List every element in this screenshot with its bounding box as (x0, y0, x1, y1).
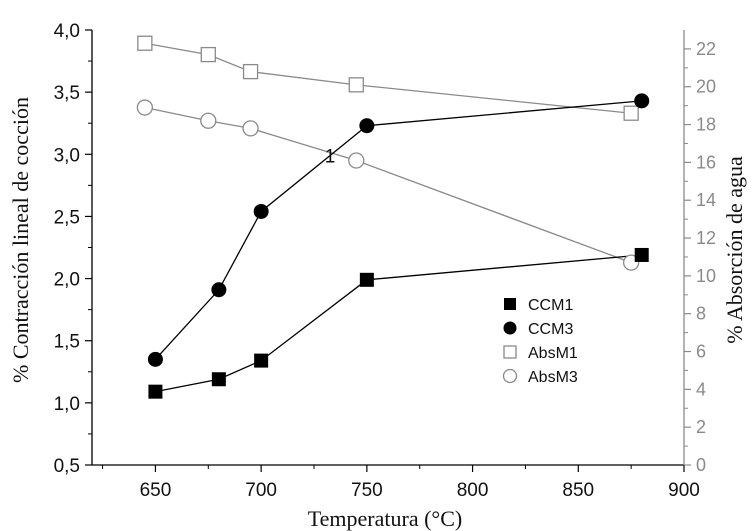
legend-label-ccm3: CCM3 (528, 321, 573, 338)
x-tick-label: 750 (351, 480, 383, 501)
data-point-absm1 (242, 63, 259, 80)
data-point-absm3 (200, 112, 217, 129)
y-left-tick-label: 2,5 (54, 207, 80, 228)
legend: CCM1 CCM3 AbsM1 AbsM3 (502, 297, 578, 386)
data-point-absm3 (242, 120, 259, 137)
data-point-ccm1 (254, 353, 269, 368)
data-point-absm3 (348, 152, 365, 169)
y-right-tick-label: 4 (696, 379, 706, 399)
data-point-ccm3 (211, 282, 227, 298)
y-left-tick-label: 1,0 (54, 394, 80, 415)
legend-marker-ccm3 (503, 321, 517, 335)
x-tick-label: 900 (668, 480, 700, 501)
y-left-tick-label: 2,0 (54, 270, 80, 291)
y-left-tick-label: 3,0 (54, 145, 80, 166)
series-layer (136, 35, 650, 399)
y-right-tick-label: 8 (696, 304, 706, 324)
x-axis: 650 700 750 800 850 900 (102, 465, 700, 501)
y-axis-left-title: % Contracción lineal de cocción (8, 97, 33, 383)
y-right-tick-label: 16 (696, 152, 716, 172)
x-tick-label: 700 (245, 480, 277, 501)
data-point-ccm3 (253, 203, 269, 219)
data-point-absm1 (623, 105, 639, 121)
y-left-tick-label: 0,5 (54, 456, 80, 477)
plot-frame (91, 30, 685, 466)
y-left-tick-label: 4,0 (54, 21, 80, 42)
data-point-absm1 (137, 35, 153, 51)
x-tick-label: 800 (457, 480, 489, 501)
legend-label-ccm1: CCM1 (528, 297, 573, 314)
legend-marker-ccm1 (504, 298, 516, 310)
legend-label-absm3: AbsM3 (528, 369, 578, 386)
data-point-ccm1 (634, 247, 649, 262)
y-axis-left: 0,5 1,0 1,5 2,0 2,5 3,0 3,5 4,0 (54, 21, 92, 477)
legend-marker-absm3 (502, 368, 518, 384)
y-axis-right-title: % Absorción de agua (722, 156, 747, 344)
data-point-ccm1 (359, 272, 374, 287)
x-tick-label: 850 (562, 480, 594, 501)
legend-label-absm1: AbsM1 (528, 345, 578, 362)
y-right-tick-label: 12 (696, 228, 716, 248)
y-right-tick-label: 0 (696, 455, 706, 475)
y-right-tick-label: 18 (696, 115, 716, 135)
y-right-tick-label: 6 (696, 342, 706, 362)
y-right-tick-label: 2 (696, 417, 706, 437)
y-right-tick-label: 20 (696, 77, 716, 97)
data-point-ccm3 (634, 93, 650, 109)
series-line-absm1 (144, 42, 632, 114)
annotation-label: 1 (325, 146, 336, 167)
data-point-ccm1 (148, 384, 163, 399)
data-point-absm1 (348, 77, 364, 93)
y-right-tick-label: 22 (696, 39, 716, 59)
data-point-ccm3 (359, 118, 375, 134)
legend-marker-absm1 (503, 345, 517, 359)
data-point-ccm3 (147, 351, 163, 367)
data-point-ccm1 (211, 372, 226, 387)
y-right-tick-label: 14 (696, 190, 716, 210)
x-tick-label: 650 (140, 480, 172, 501)
y-right-tick-label: 10 (696, 266, 716, 286)
y-left-tick-label: 1,5 (54, 332, 80, 353)
data-point-absm3 (136, 99, 154, 116)
data-point-absm1 (200, 46, 216, 63)
series-line-absm3 (144, 106, 632, 264)
y-left-tick-label: 3,5 (54, 83, 80, 104)
y-axis-right: 0 2 4 6 8 10 12 14 16 18 20 22 (684, 39, 716, 475)
x-axis-title: Temperatura (°C) (308, 506, 462, 531)
